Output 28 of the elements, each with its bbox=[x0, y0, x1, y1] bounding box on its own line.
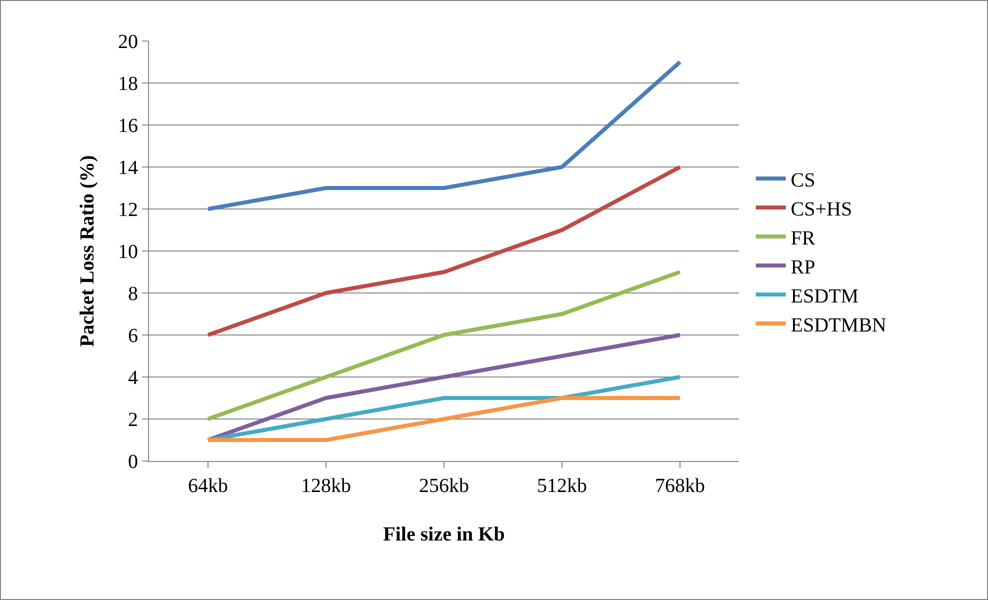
x-tick-label: 64kb bbox=[188, 475, 228, 497]
y-tick-label: 4 bbox=[128, 367, 138, 389]
y-tick-label: 10 bbox=[118, 241, 138, 263]
legend-label: RP bbox=[790, 256, 816, 278]
y-tick-label: 6 bbox=[128, 325, 138, 347]
x-tick-label: 768kb bbox=[655, 475, 705, 497]
y-tick-label: 14 bbox=[118, 157, 138, 179]
x-tick-label: 256kb bbox=[419, 475, 469, 497]
line-series bbox=[206, 270, 682, 421]
legend-label: FR bbox=[790, 227, 816, 250]
y-tick-label: 20 bbox=[118, 31, 138, 53]
y-tick-label: 18 bbox=[118, 73, 138, 95]
x-tick-label: 128kb bbox=[301, 475, 351, 497]
y-axis-title: Packet Loss Ratio (%) bbox=[76, 155, 98, 347]
y-tick-label: 2 bbox=[128, 409, 138, 431]
x-axis-title: File size in Kb bbox=[383, 524, 505, 546]
legend-label: ESDTM bbox=[790, 285, 859, 308]
legend-label: ESDTMBN bbox=[790, 314, 886, 336]
line-series bbox=[206, 165, 682, 337]
legend-label: CS+HS bbox=[790, 198, 852, 220]
line-series bbox=[206, 333, 682, 442]
y-tick-label: 16 bbox=[118, 115, 138, 137]
legend-label: CS bbox=[790, 169, 816, 192]
y-tick-label: 8 bbox=[128, 283, 138, 305]
y-tick-label: 0 bbox=[128, 451, 138, 473]
x-tick-label: 512kb bbox=[537, 475, 587, 497]
y-tick-label: 12 bbox=[118, 199, 138, 221]
line-series bbox=[206, 60, 682, 211]
